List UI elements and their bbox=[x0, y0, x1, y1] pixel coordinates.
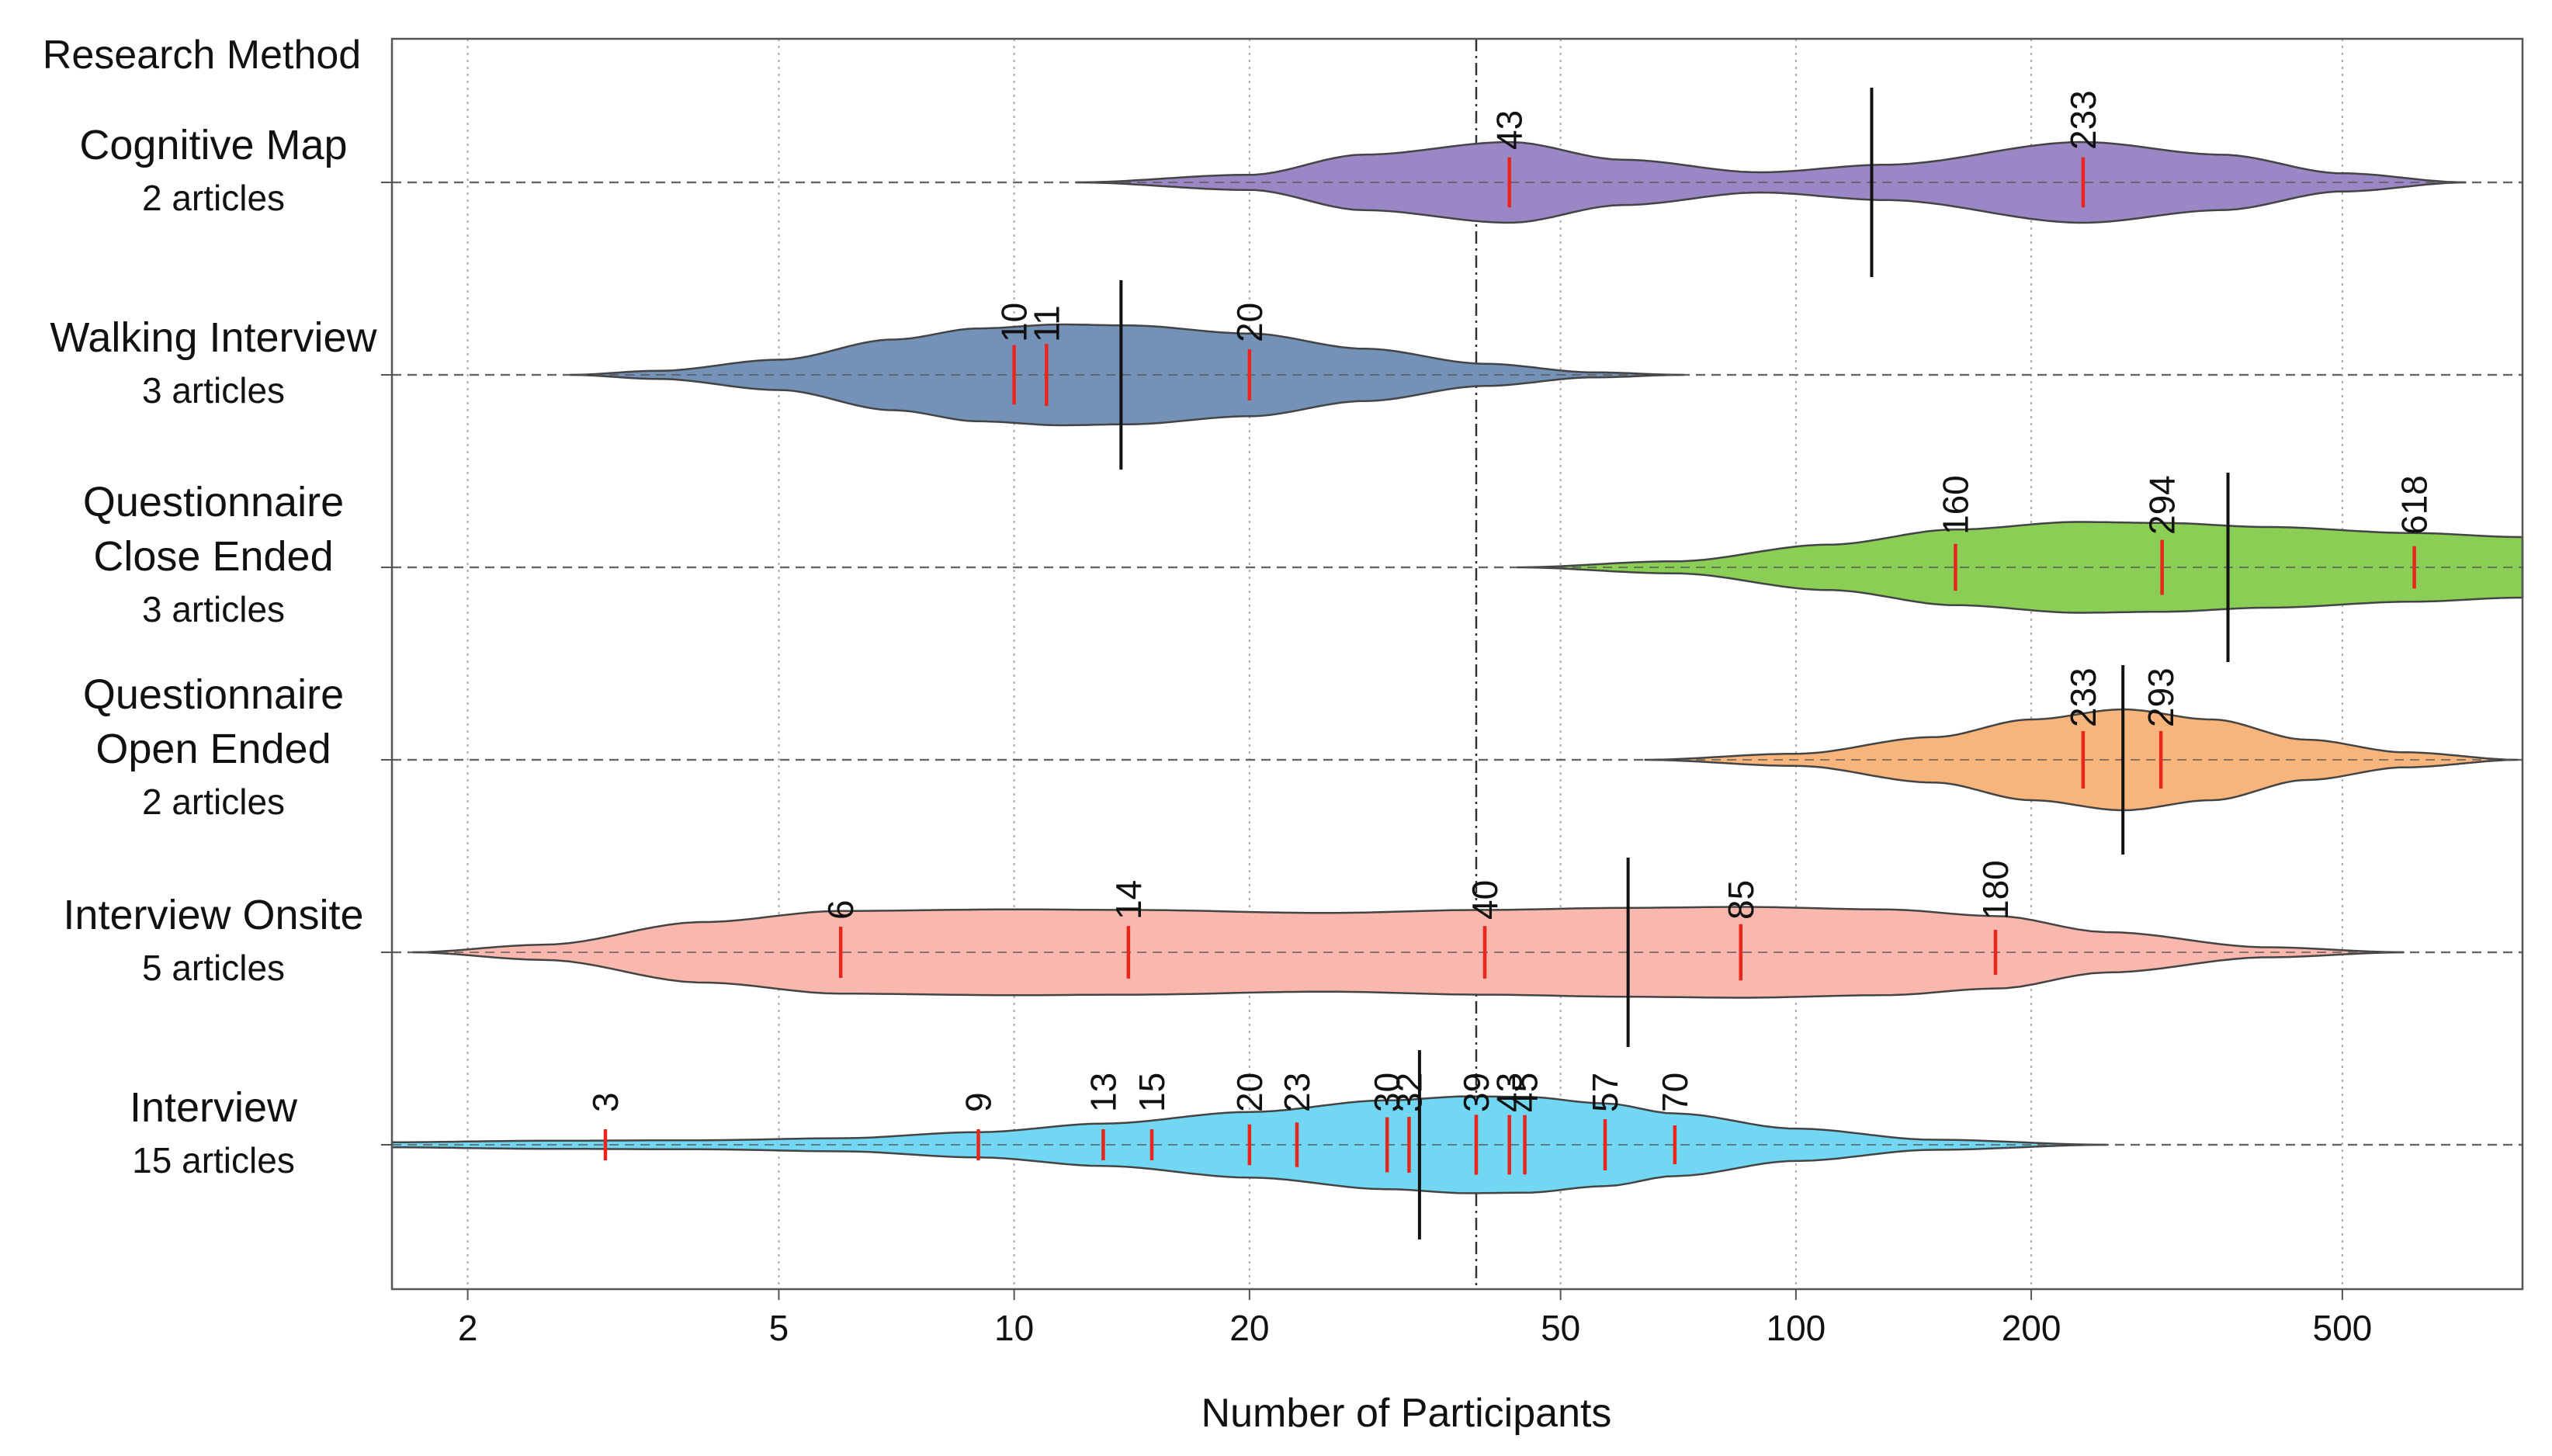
data-value-label: 20 bbox=[1229, 303, 1270, 342]
x-tick-label: 2 bbox=[458, 1308, 478, 1348]
data-value-label: 23 bbox=[1277, 1073, 1317, 1112]
data-value-label: 40 bbox=[1465, 880, 1505, 920]
data-value-label: 70 bbox=[1655, 1073, 1695, 1112]
data-value-label: 13 bbox=[1083, 1073, 1123, 1112]
data-value-label: 85 bbox=[1721, 880, 1761, 920]
y-tick-layer bbox=[381, 182, 392, 1146]
x-axis-title: Number of Participants bbox=[1201, 1391, 1612, 1436]
violin-shape bbox=[1076, 140, 2467, 224]
plot-frame bbox=[390, 37, 2524, 1291]
data-value-label: 233 bbox=[2063, 90, 2103, 150]
data-value-label: 10 bbox=[994, 303, 1035, 342]
violin-group: 6 14 40 85 180 bbox=[392, 858, 2523, 1047]
x-tick-label: 20 bbox=[1229, 1308, 1269, 1348]
category-name-label: Questionnaire bbox=[83, 671, 344, 718]
x-tick-label: 10 bbox=[994, 1308, 1034, 1348]
data-value-label: 57 bbox=[1585, 1073, 1625, 1112]
violin-group: 43 233 bbox=[392, 88, 2523, 277]
category-label-layer: Cognitive Map 2 articles Walking Interview… bbox=[50, 122, 377, 1180]
frame-layer bbox=[390, 37, 2524, 1291]
category-count-label: 3 articles bbox=[142, 370, 285, 411]
category-count-label: 15 articles bbox=[132, 1140, 295, 1180]
data-value-label: 3 bbox=[585, 1092, 626, 1112]
violin-group: 233 293 bbox=[392, 665, 2523, 855]
data-value-label: 233 bbox=[2063, 667, 2103, 727]
x-tick-label: 50 bbox=[1541, 1308, 1580, 1348]
data-value-label: 160 bbox=[1935, 475, 1975, 535]
x-tick-label: 200 bbox=[2002, 1308, 2061, 1348]
data-value-label: 45 bbox=[1505, 1073, 1545, 1112]
y-axis-title: Research Method bbox=[43, 33, 361, 78]
data-value-label: 293 bbox=[2141, 667, 2181, 727]
category-count-label: 2 articles bbox=[142, 178, 285, 218]
data-value-label: 180 bbox=[1975, 860, 2016, 920]
data-value-label: 6 bbox=[820, 900, 861, 920]
x-tick-layer: 2 5 10 20 50 100 200 500 bbox=[458, 1289, 2372, 1348]
data-value-label: 43 bbox=[1489, 110, 1530, 150]
data-value-label: 11 bbox=[1026, 305, 1066, 342]
grid-layer bbox=[466, 39, 2343, 1289]
category-name-label: Walking Interview bbox=[50, 314, 377, 361]
data-value-label: 294 bbox=[2142, 475, 2183, 535]
violin-group: 160 294 618 bbox=[392, 473, 2524, 662]
category-name-label: Interview Onsite bbox=[63, 892, 363, 938]
category-name-label: Questionnaire bbox=[83, 479, 344, 525]
category-count-label: 3 articles bbox=[142, 589, 285, 629]
data-value-label: 14 bbox=[1108, 880, 1149, 920]
category-name-label: Close Ended bbox=[93, 533, 333, 580]
category-count-label: 2 articles bbox=[142, 782, 285, 822]
x-tick-label: 5 bbox=[769, 1308, 789, 1348]
x-tick-label: 100 bbox=[1766, 1308, 1826, 1348]
category-name-label: Cognitive Map bbox=[79, 122, 347, 168]
data-value-label: 20 bbox=[1229, 1073, 1270, 1112]
category-name-label: Interview bbox=[130, 1084, 298, 1131]
data-value-label: 15 bbox=[1132, 1073, 1172, 1112]
data-value-label: 43 bbox=[1489, 1073, 1530, 1112]
category-count-label: 5 articles bbox=[142, 948, 285, 988]
data-value-label: 9 bbox=[959, 1092, 999, 1112]
x-tick-label: 500 bbox=[2313, 1308, 2373, 1348]
category-name-label: Open Ended bbox=[95, 726, 331, 772]
data-value-label: 32 bbox=[1389, 1073, 1429, 1112]
data-value-label: 618 bbox=[2394, 475, 2435, 535]
data-value-label: 30 bbox=[1367, 1073, 1407, 1112]
data-value-label: 39 bbox=[1456, 1073, 1496, 1112]
